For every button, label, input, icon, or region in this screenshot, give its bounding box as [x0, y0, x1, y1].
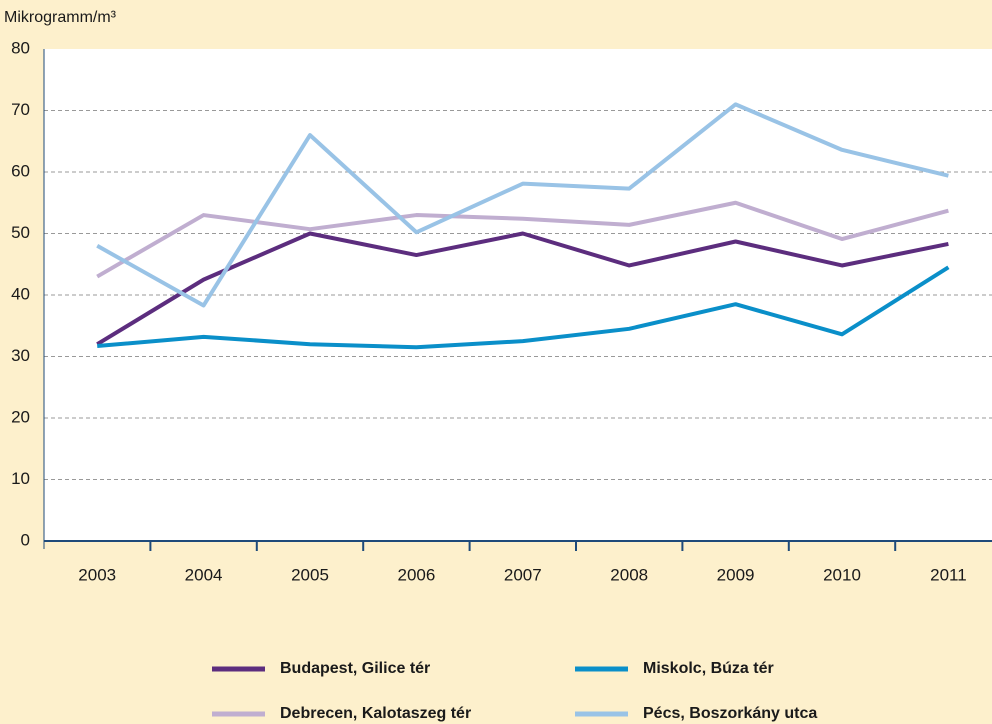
x-tick-label: 2007: [504, 565, 542, 584]
x-tick-label: 2008: [610, 565, 648, 584]
plot-area: [44, 49, 992, 541]
legend-label: Miskolc, Búza tér: [643, 660, 774, 677]
x-tick-label: 2009: [717, 565, 755, 584]
y-tick-label: 50: [11, 223, 30, 242]
y-tick-label: 80: [11, 38, 30, 57]
y-tick-label: 10: [11, 469, 30, 488]
series-line: [96, 200, 949, 279]
y-tick-label: 0: [21, 530, 30, 549]
legend-label: Pécs, Boszorkány utca: [643, 705, 817, 722]
x-tick-label: 2005: [291, 565, 329, 584]
legend-label: Budapest, Gilice tér: [280, 660, 430, 677]
x-tick-label: 2006: [397, 565, 435, 584]
x-tick-label: 2003: [78, 565, 116, 584]
y-tick-label: 70: [11, 100, 30, 119]
legend-label: Debrecen, Kalotaszeg tér: [280, 705, 471, 722]
series-line: [96, 102, 949, 308]
y-tick-label: 40: [11, 284, 30, 303]
y-tick-label: 30: [11, 346, 30, 365]
y-axis-label: Mikrogramm/m³: [4, 9, 117, 26]
y-tick-label: 60: [11, 161, 30, 180]
y-tick-label: 20: [11, 407, 30, 426]
x-tick-label: 2011: [930, 565, 967, 584]
series-line: [96, 231, 949, 346]
series-line: [97, 265, 950, 350]
x-tick-label: 2010: [823, 565, 861, 584]
x-tick-label: 2004: [185, 565, 223, 584]
